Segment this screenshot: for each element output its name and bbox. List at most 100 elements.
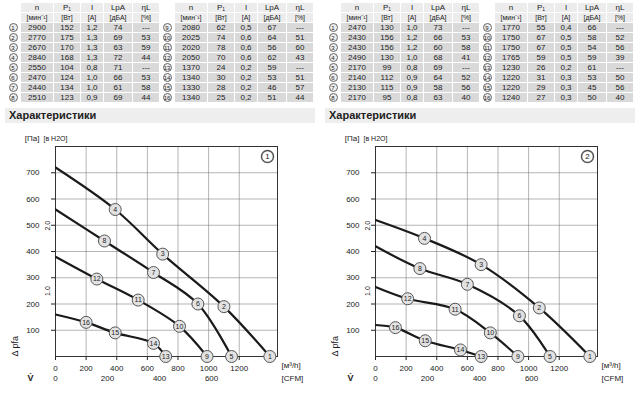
html-text:1,2: 1,2 bbox=[86, 23, 98, 32]
html-text:0,5: 0,5 bbox=[240, 23, 252, 32]
svg-text:5: 5 bbox=[230, 353, 234, 360]
svg-text:12: 12 bbox=[404, 295, 412, 302]
svg-text:6: 6 bbox=[517, 312, 521, 319]
svg-text:800: 800 bbox=[171, 364, 185, 373]
svg-text:200: 200 bbox=[399, 364, 413, 373]
html-text:62: 62 bbox=[216, 23, 226, 32]
html-text:2080: 2080 bbox=[182, 23, 200, 32]
svg-text:200: 200 bbox=[421, 374, 435, 383]
svg-text:200: 200 bbox=[26, 300, 40, 309]
svg-text:200: 200 bbox=[79, 364, 93, 373]
svg-text:[м³/h]: [м³/h] bbox=[282, 361, 301, 370]
svg-text:1.0: 1.0 bbox=[364, 286, 371, 296]
svg-text:9: 9 bbox=[205, 353, 209, 360]
html-text:ηL: ηL bbox=[295, 3, 305, 12]
svg-text:4: 4 bbox=[113, 206, 117, 213]
svg-text:2: 2 bbox=[222, 303, 226, 310]
svg-text:0: 0 bbox=[373, 374, 378, 383]
svg-text:1000: 1000 bbox=[520, 364, 538, 373]
svg-text:800: 800 bbox=[491, 364, 505, 373]
svg-text:[м³/h]: [м³/h] bbox=[602, 361, 621, 370]
svg-text:100: 100 bbox=[346, 326, 360, 335]
svg-text:2.0: 2.0 bbox=[44, 221, 51, 231]
svg-text:8: 8 bbox=[103, 237, 107, 244]
svg-text:[в H2O]: [в H2O] bbox=[44, 135, 68, 143]
svg-text:V̇: V̇ bbox=[347, 373, 353, 383]
svg-text:0: 0 bbox=[373, 364, 378, 373]
svg-text:11: 11 bbox=[451, 305, 458, 312]
svg-text:600: 600 bbox=[346, 195, 360, 204]
svg-text:7: 7 bbox=[152, 269, 156, 276]
svg-text:600: 600 bbox=[205, 374, 219, 383]
svg-text:400: 400 bbox=[346, 247, 360, 256]
svg-text:1: 1 bbox=[268, 353, 272, 360]
svg-text:1000: 1000 bbox=[200, 364, 218, 373]
svg-text:Δ pfa: Δ pfa bbox=[10, 336, 20, 357]
svg-text:300: 300 bbox=[346, 273, 360, 282]
svg-text:15: 15 bbox=[111, 329, 119, 336]
html-text:67: 67 bbox=[267, 23, 277, 32]
svg-text:Δ pfa: Δ pfa bbox=[330, 336, 340, 357]
svg-text:6: 6 bbox=[196, 300, 200, 307]
svg-text:4: 4 bbox=[423, 235, 427, 242]
html-text:ηL: ηL bbox=[141, 3, 151, 12]
svg-text:5: 5 bbox=[548, 353, 552, 360]
html-text:74: 74 bbox=[113, 23, 123, 32]
svg-text:2: 2 bbox=[537, 304, 541, 311]
svg-text:11: 11 bbox=[135, 296, 142, 303]
svg-text:12: 12 bbox=[93, 275, 101, 282]
html-text:Характеристики: Характеристики bbox=[329, 109, 417, 121]
svg-text:1200: 1200 bbox=[550, 364, 568, 373]
svg-text:600: 600 bbox=[141, 364, 155, 373]
svg-text:9: 9 bbox=[516, 353, 520, 360]
svg-text:V̇: V̇ bbox=[27, 373, 33, 383]
svg-text:700: 700 bbox=[26, 168, 40, 177]
svg-text:13: 13 bbox=[162, 353, 170, 360]
html-text:152: 152 bbox=[60, 23, 74, 32]
svg-text:3: 3 bbox=[479, 261, 483, 268]
svg-text:100: 100 bbox=[26, 326, 40, 335]
svg-text:[Па]: [Па] bbox=[25, 134, 40, 143]
svg-text:400: 400 bbox=[430, 364, 444, 373]
svg-text:10: 10 bbox=[486, 329, 494, 336]
svg-text:600: 600 bbox=[26, 195, 40, 204]
svg-text:200: 200 bbox=[346, 300, 360, 309]
svg-text:[Па]: [Па] bbox=[345, 134, 360, 143]
svg-text:13: 13 bbox=[477, 353, 485, 360]
svg-text:10: 10 bbox=[176, 323, 184, 330]
svg-text:500: 500 bbox=[26, 221, 40, 230]
svg-text:0: 0 bbox=[53, 364, 58, 373]
html-text:2900: 2900 bbox=[28, 23, 46, 32]
svg-text:200: 200 bbox=[101, 374, 115, 383]
svg-text:2: 2 bbox=[585, 152, 590, 161]
svg-text:600: 600 bbox=[461, 364, 475, 373]
svg-text:1200: 1200 bbox=[230, 364, 248, 373]
svg-text:8: 8 bbox=[418, 265, 422, 272]
html-text:LpA: LpA bbox=[264, 3, 280, 12]
svg-text:16: 16 bbox=[82, 319, 90, 326]
svg-text:300: 300 bbox=[26, 273, 40, 282]
svg-text:3: 3 bbox=[161, 250, 165, 257]
svg-text:[CFM]: [CFM] bbox=[602, 374, 624, 383]
svg-text:2.0: 2.0 bbox=[364, 221, 371, 231]
html-text:Характеристики: Характеристики bbox=[9, 109, 97, 121]
svg-text:14: 14 bbox=[457, 346, 465, 353]
svg-text:600: 600 bbox=[525, 374, 539, 383]
svg-text:0: 0 bbox=[53, 374, 58, 383]
svg-text:[CFM]: [CFM] bbox=[282, 374, 304, 383]
svg-text:1: 1 bbox=[265, 152, 270, 161]
svg-text:14: 14 bbox=[150, 340, 158, 347]
svg-text:7: 7 bbox=[465, 281, 469, 288]
svg-text:1.0: 1.0 bbox=[44, 286, 51, 296]
svg-text:1: 1 bbox=[588, 353, 592, 360]
svg-text:400: 400 bbox=[153, 374, 167, 383]
svg-text:400: 400 bbox=[110, 364, 124, 373]
svg-text:400: 400 bbox=[473, 374, 487, 383]
svg-text:500: 500 bbox=[346, 221, 360, 230]
svg-text:400: 400 bbox=[26, 247, 40, 256]
svg-text:16: 16 bbox=[392, 324, 400, 331]
html-text:LpA: LpA bbox=[110, 3, 126, 12]
svg-text:700: 700 bbox=[346, 168, 360, 177]
svg-text:[в H2O]: [в H2O] bbox=[364, 135, 388, 143]
svg-text:15: 15 bbox=[421, 337, 429, 344]
